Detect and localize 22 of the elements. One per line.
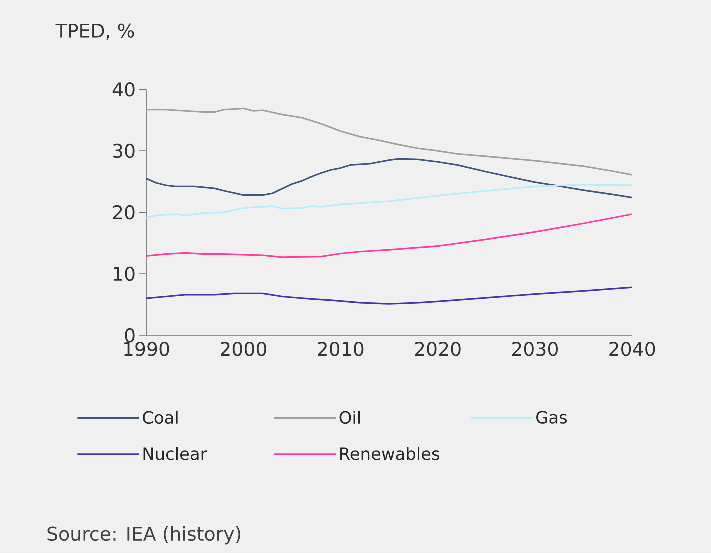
legend-label: Oil <box>340 411 360 424</box>
y-axis-title: TPED, % <box>56 24 134 40</box>
x-tick-label: 2040 <box>610 342 656 357</box>
x-tick-label: 2030 <box>512 342 558 357</box>
line-series <box>146 214 632 258</box>
legend-label: Nuclear <box>144 447 208 461</box>
y-tick-label: 10 <box>114 267 135 282</box>
legend-label: Coal <box>143 411 178 424</box>
y-tick-label: 30 <box>113 144 135 158</box>
legend-label: Gas <box>536 411 568 424</box>
legend-label: Renewables <box>340 447 440 461</box>
y-tick-label: 40 <box>112 82 135 97</box>
source-note: Source: IEA (history) <box>48 526 241 545</box>
x-tick-label: 1990 <box>124 342 170 357</box>
x-tick-label: 2020 <box>415 342 461 357</box>
line-series <box>146 158 632 199</box>
y-tick-label: 0 <box>125 328 135 343</box>
x-tick-label: 2010 <box>318 342 364 357</box>
line-series <box>146 184 632 220</box>
x-tick-label: 2000 <box>221 342 266 357</box>
line-series <box>146 108 632 176</box>
y-tick-label: 20 <box>113 206 135 220</box>
